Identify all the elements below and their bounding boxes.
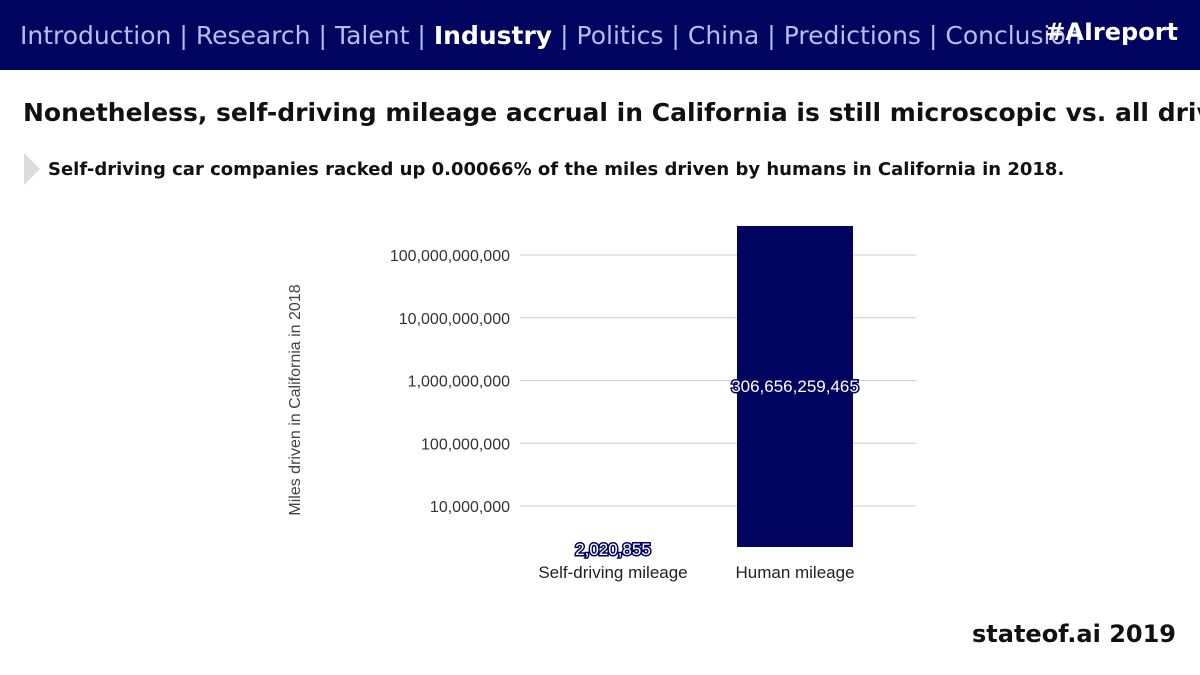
slide-title: Nonetheless, self-driving mileage accrua… xyxy=(23,98,1200,127)
nav-separator: | xyxy=(417,20,426,50)
y-axis-title: Miles driven in California in 2018 xyxy=(287,284,304,515)
nav-item-talent[interactable]: Talent xyxy=(334,20,410,50)
nav-separator: | xyxy=(179,20,188,50)
nav-item-research[interactable]: Research xyxy=(195,20,311,50)
nav-separator: | xyxy=(928,20,938,50)
y-tick-label: 10,000,000 xyxy=(430,499,510,516)
section-nav: Introduction | Research | Talent | Industry | Po… xyxy=(20,21,1082,50)
footer-brand: stateof.ai 2019 xyxy=(971,620,1176,648)
nav-separator: | xyxy=(767,20,776,50)
x-tick-label: Self-driving mileage xyxy=(538,563,687,582)
nav-item-politics[interactable]: Politics xyxy=(576,20,664,50)
data-label: 2,020,855 xyxy=(575,540,651,559)
nav-item-introduction[interactable]: Introduction xyxy=(20,20,172,50)
bar-human xyxy=(737,226,853,547)
y-tick-label: 10,000,000,000 xyxy=(399,311,510,328)
nav-separator: | xyxy=(671,20,680,50)
nav-separator: | xyxy=(318,20,327,50)
y-tick-label: 100,000,000,000 xyxy=(390,248,510,265)
slide-subtitle: Self-driving car companies racked up 0.0… xyxy=(48,158,1065,180)
top-navigation-bar: Introduction | Research | Talent | Industry | Po… xyxy=(0,0,1200,70)
nav-item-predictions[interactable]: Predictions xyxy=(783,20,921,50)
x-tick-label: Human mileage xyxy=(735,563,854,582)
nav-item-industry[interactable]: Industry xyxy=(433,20,553,50)
data-label: 306,656,259,465 xyxy=(731,377,859,396)
nav-item-conclusion[interactable]: Conclusion xyxy=(945,20,1082,50)
y-tick-label: 100,000,000 xyxy=(421,436,510,453)
hashtag-label: #AIreport xyxy=(1045,18,1178,46)
subtitle-block: Self-driving car companies racked up 0.0… xyxy=(24,153,1064,185)
nav-item-china[interactable]: China xyxy=(687,20,760,50)
subtitle-arrow-icon xyxy=(24,153,40,185)
nav-separator: | xyxy=(560,20,569,50)
y-tick-label: 1,000,000,000 xyxy=(408,374,510,391)
